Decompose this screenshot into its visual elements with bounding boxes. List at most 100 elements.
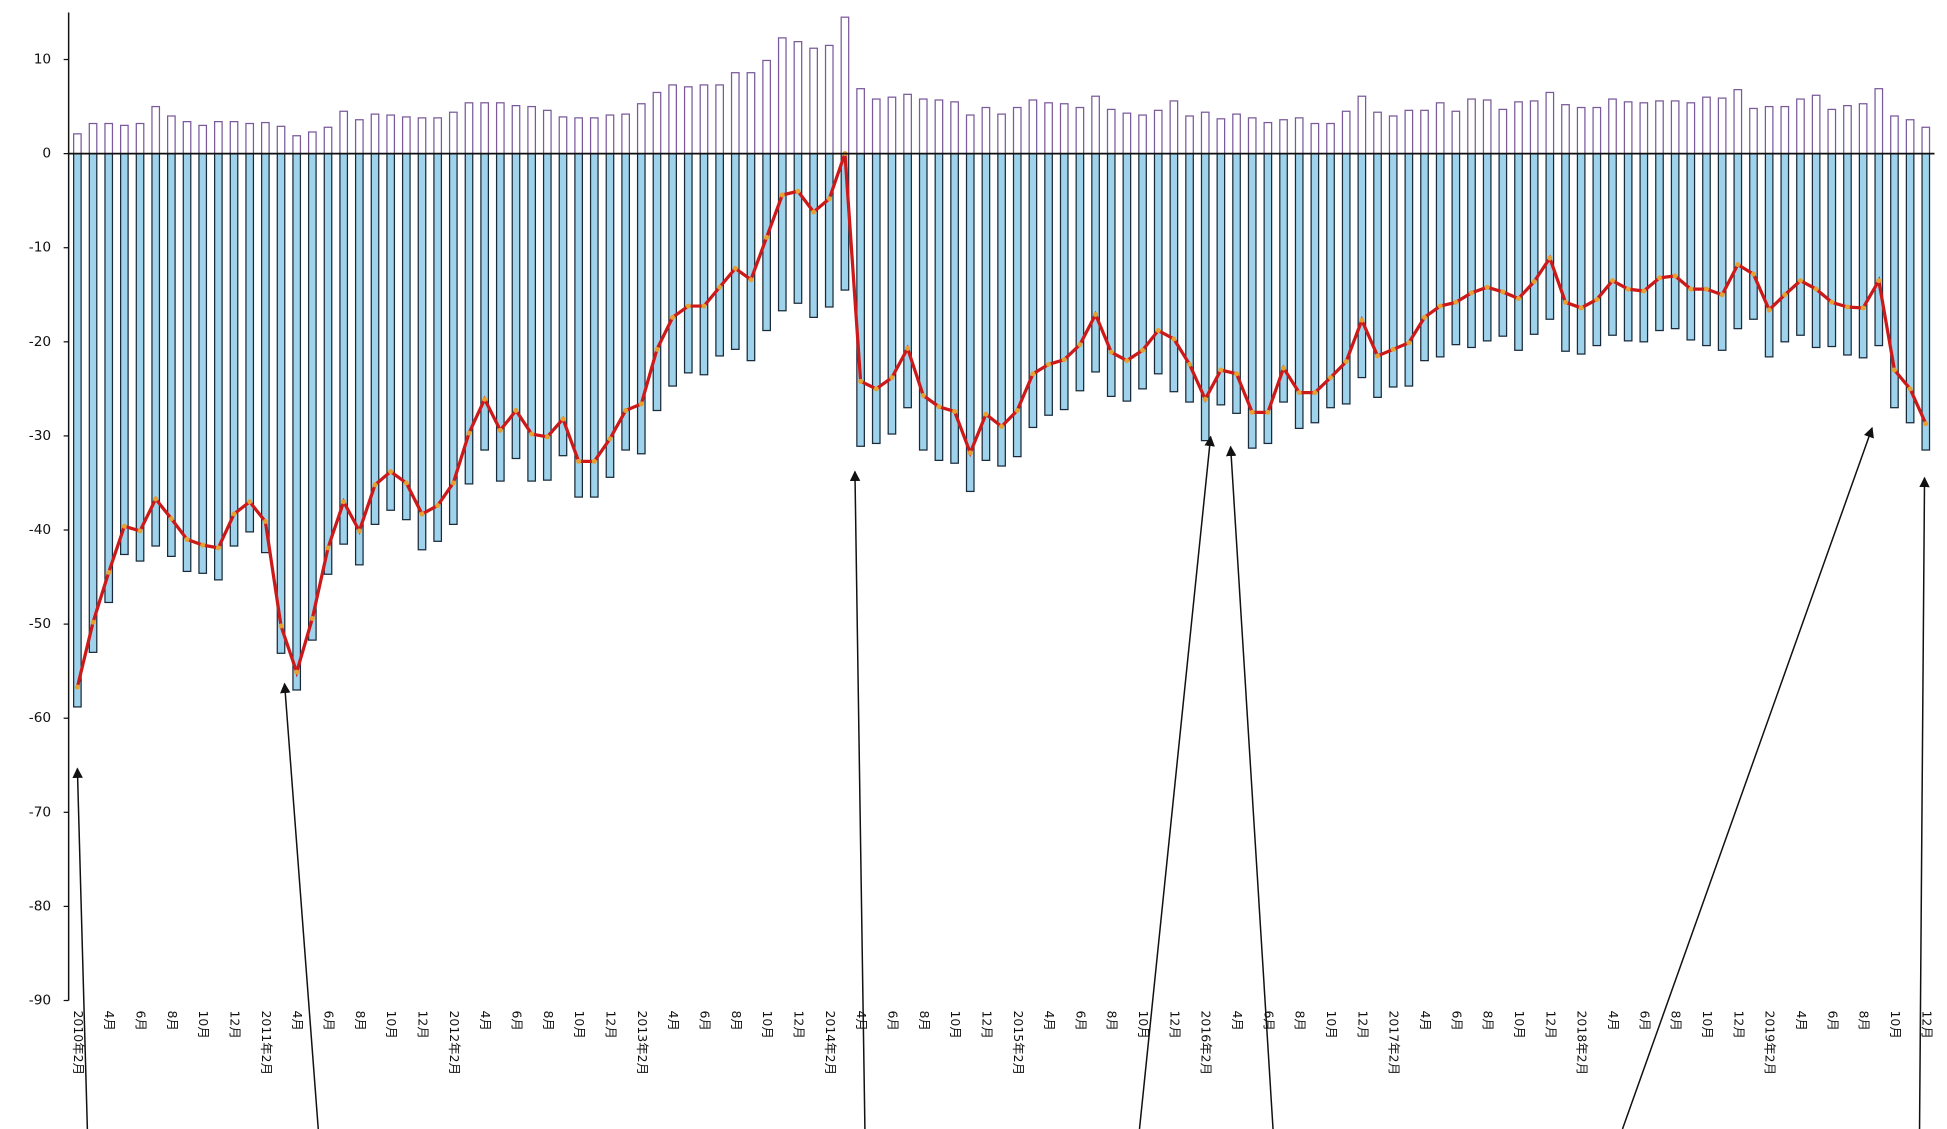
x-tick-label: 8月 [1105, 1010, 1120, 1030]
bar [1749, 107, 1758, 155]
bar [871, 98, 881, 155]
bar [636, 152, 646, 455]
bar [777, 37, 787, 155]
bar [934, 152, 944, 462]
line-marker [999, 424, 1005, 430]
x-tick-label: 6月 [509, 1010, 524, 1030]
x-tick-label: 4月 [290, 1010, 305, 1030]
line-marker [701, 303, 707, 309]
bar [856, 88, 865, 155]
x-tick-label: 4月 [478, 1010, 493, 1030]
bar [1576, 106, 1586, 155]
line-marker [1077, 342, 1083, 348]
x-tick-label: 2017年2月 [1387, 1010, 1402, 1075]
bar [1435, 152, 1445, 358]
bar [683, 86, 693, 155]
bar [151, 152, 161, 547]
y-tick-label: -40 [29, 522, 51, 538]
line-marker [1766, 307, 1772, 313]
bar [730, 72, 740, 155]
bar [276, 125, 286, 155]
line-marker [764, 234, 770, 240]
bar [1122, 152, 1132, 402]
line-marker [529, 431, 535, 437]
bar [1357, 95, 1367, 155]
bar [464, 102, 474, 155]
line-marker [952, 408, 958, 414]
bar [1639, 152, 1649, 343]
x-tick-label: 4月 [1418, 1010, 1433, 1030]
bar [950, 101, 959, 155]
bar [699, 84, 709, 155]
bar [793, 41, 803, 155]
line-marker [247, 499, 253, 505]
line-marker [748, 277, 754, 283]
bar [229, 152, 239, 547]
bar [1670, 152, 1680, 330]
x-tick-label: 4月 [1230, 1010, 1245, 1030]
bar [809, 47, 818, 155]
y-tick-label: -70 [29, 804, 51, 820]
x-tick-label: 12月 [603, 1010, 618, 1038]
line-marker [1406, 340, 1412, 346]
bar [1796, 98, 1805, 155]
line-marker [482, 396, 488, 402]
bar [1702, 152, 1711, 347]
line-marker [168, 516, 174, 522]
line-marker [858, 378, 864, 384]
bar [1592, 106, 1602, 155]
x-tick-label: 2019年2月 [1763, 1010, 1778, 1075]
x-tick-label: 8月 [1857, 1010, 1872, 1030]
bar [605, 114, 615, 155]
bar [1874, 152, 1884, 347]
y-tick-label: -50 [29, 616, 51, 632]
bar [104, 152, 114, 604]
line-marker [90, 619, 96, 625]
line-marker [920, 392, 926, 398]
bar [1749, 152, 1758, 320]
bar [589, 117, 599, 155]
bar [1482, 99, 1492, 155]
bar [699, 152, 709, 376]
bar [323, 126, 333, 155]
x-tick-label: 8月 [1669, 1010, 1684, 1030]
bar [1028, 99, 1038, 155]
bar [1811, 152, 1821, 349]
line-marker [1030, 371, 1036, 377]
x-tick-label: 4月 [854, 1010, 869, 1030]
line-marker [294, 669, 300, 675]
bar [386, 114, 396, 155]
line-marker [262, 519, 268, 525]
bar [730, 152, 740, 350]
bar [1122, 112, 1132, 155]
bar [715, 152, 724, 357]
line-marker [623, 408, 629, 414]
bar [1702, 96, 1711, 155]
bar [965, 114, 975, 155]
line-marker [1296, 390, 1302, 396]
line-marker [341, 499, 347, 505]
bar [276, 152, 286, 654]
bar [965, 152, 975, 493]
bar [887, 96, 897, 155]
bar [73, 152, 82, 708]
y-tick-label: -80 [29, 898, 51, 914]
x-tick-label: 6月 [1261, 1010, 1276, 1030]
bar [1655, 152, 1664, 332]
x-tick-label: 6月 [1825, 1010, 1840, 1030]
line-marker [1187, 361, 1193, 367]
bar [887, 152, 897, 435]
bar [1153, 152, 1163, 375]
bar [1623, 152, 1633, 342]
bar [1561, 152, 1570, 352]
x-tick-label: 12月 [1919, 1010, 1934, 1038]
bar [120, 152, 129, 556]
bar [1185, 115, 1194, 155]
x-tick-label: 8月 [165, 1010, 180, 1030]
line-marker [576, 458, 582, 464]
bar [762, 59, 771, 155]
line-marker [1516, 296, 1522, 302]
line-marker [1218, 367, 1224, 373]
line-marker [1281, 365, 1287, 371]
bar [1106, 108, 1116, 155]
